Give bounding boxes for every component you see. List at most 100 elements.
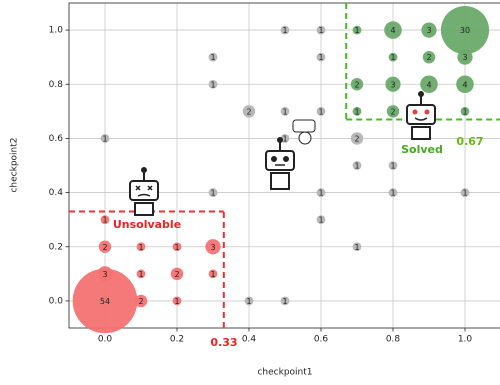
bubble-label: 1 bbox=[318, 107, 323, 116]
bubble-label: 30 bbox=[460, 26, 470, 35]
bubble bbox=[385, 76, 401, 92]
bubble-label: 2 bbox=[246, 107, 251, 116]
bubble-label: 1 bbox=[354, 26, 359, 35]
bubble-label: 1 bbox=[174, 297, 179, 306]
robot-happy bbox=[406, 91, 436, 140]
bubble-label: 3 bbox=[390, 80, 395, 89]
bubble bbox=[350, 132, 364, 145]
bubble bbox=[136, 242, 146, 252]
bubble-label: 2 bbox=[354, 80, 359, 89]
bubble-label: 1 bbox=[354, 243, 359, 252]
bubble bbox=[420, 75, 438, 94]
bubble bbox=[388, 161, 398, 170]
bubble-label: 1 bbox=[354, 107, 359, 116]
bubble-label: 1 bbox=[174, 243, 179, 252]
y-tick-label: 0.4 bbox=[49, 188, 64, 198]
y-axis-label: checkpoint2 bbox=[10, 137, 20, 192]
bubble bbox=[316, 25, 326, 35]
bubble bbox=[280, 106, 290, 116]
bubble bbox=[460, 106, 470, 116]
bubble bbox=[421, 22, 437, 38]
bubble bbox=[388, 52, 398, 62]
bubble bbox=[384, 21, 402, 39]
bubble-label: 1 bbox=[462, 189, 467, 198]
y-tick-label: 0.0 bbox=[49, 296, 64, 306]
bubble-label: 3 bbox=[426, 26, 431, 35]
bubble-label: 2 bbox=[102, 243, 107, 252]
bubble-label: 1 bbox=[138, 270, 143, 279]
bubble-label: 1 bbox=[210, 53, 215, 62]
bubble bbox=[244, 296, 254, 306]
bubble bbox=[100, 134, 110, 143]
bubble-label: 1 bbox=[210, 189, 215, 198]
bubble-label: 1 bbox=[318, 189, 323, 198]
bubble bbox=[208, 188, 218, 197]
bubble-label: 1 bbox=[282, 297, 287, 306]
bubble-label: 1 bbox=[282, 134, 287, 143]
x-axis-label: checkpoint1 bbox=[257, 368, 312, 378]
bubble bbox=[316, 106, 326, 116]
bubble bbox=[72, 268, 138, 334]
bubble bbox=[208, 269, 218, 279]
bubble-label: 3 bbox=[102, 270, 107, 279]
x-tick-label: 0.6 bbox=[314, 335, 329, 345]
bubble bbox=[440, 5, 490, 55]
bubble bbox=[457, 49, 473, 65]
bubble-label: 1 bbox=[318, 216, 323, 225]
bubble-label: 2 bbox=[174, 270, 179, 279]
bubble bbox=[205, 239, 221, 255]
bubble bbox=[352, 106, 362, 116]
x-tick-label: 0.4 bbox=[242, 335, 257, 345]
bubble-label: 4 bbox=[390, 26, 395, 35]
bubble-label: 1 bbox=[102, 134, 107, 143]
robot-sad bbox=[129, 167, 159, 216]
bubble bbox=[170, 267, 184, 281]
bubble-label: 3 bbox=[462, 53, 467, 62]
bubble-label: 1 bbox=[390, 189, 395, 198]
x-tick-label: 0.0 bbox=[98, 335, 113, 345]
bubble-label: 4 bbox=[426, 80, 431, 89]
bubble bbox=[422, 50, 436, 64]
bubble bbox=[172, 296, 182, 306]
bubble bbox=[316, 215, 326, 225]
bubble-label: 1 bbox=[318, 53, 323, 62]
bubble-label: 1 bbox=[138, 243, 143, 252]
plot-frame bbox=[68, 2, 500, 329]
annotation: 0.33 bbox=[210, 336, 237, 349]
bubble bbox=[352, 25, 362, 35]
bubble-label: 2 bbox=[390, 107, 395, 116]
bubble-label: 1 bbox=[282, 107, 287, 116]
bubble bbox=[242, 105, 256, 118]
bubble bbox=[100, 215, 110, 225]
bubble bbox=[136, 269, 146, 279]
bubble bbox=[208, 52, 218, 62]
bubble bbox=[172, 242, 182, 252]
y-tick-label: 0.6 bbox=[49, 134, 64, 144]
annotation: Unsolvable bbox=[113, 218, 181, 231]
bubble bbox=[386, 105, 400, 118]
bubble bbox=[316, 52, 326, 62]
bubble bbox=[388, 188, 398, 197]
bubble bbox=[280, 25, 290, 35]
bubble-label: 1 bbox=[390, 53, 395, 62]
x-tick-label: 0.2 bbox=[170, 335, 184, 345]
x-tick-label: 1.0 bbox=[458, 335, 473, 345]
bubble-label: 2 bbox=[138, 297, 143, 306]
bubble-label: 1 bbox=[210, 270, 215, 279]
y-tick-label: 1.0 bbox=[49, 26, 64, 36]
robot-thinking bbox=[265, 119, 316, 190]
bubble-label: 1 bbox=[246, 297, 251, 306]
icons bbox=[129, 91, 436, 216]
bubble-label: 1 bbox=[462, 107, 467, 116]
bubble-label: 1 bbox=[282, 26, 287, 35]
bubble-label: 2 bbox=[426, 53, 431, 62]
bubble-label: 54 bbox=[100, 297, 110, 306]
bubble bbox=[280, 296, 290, 306]
annotation: 0.67 bbox=[456, 135, 483, 148]
marks: 54 2 1 3 1 2 1 2 1 1 3 1 1 1 1 1 1 1 2 1 1 1 1 1 1 1 1 2 1 1 1 1 1 1 4 3 30 1… bbox=[69, 3, 500, 334]
bubble-label: 2 bbox=[354, 134, 359, 143]
x-tick-label: 0.8 bbox=[386, 335, 401, 345]
bubble-label: 1 bbox=[210, 80, 215, 89]
bubble bbox=[98, 240, 112, 253]
bubble bbox=[456, 75, 474, 94]
